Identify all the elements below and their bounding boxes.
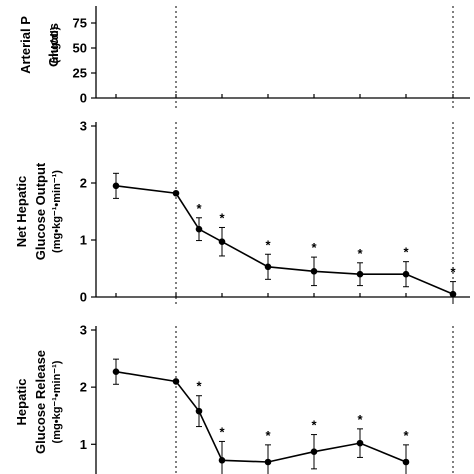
- y-tick-label: 25: [73, 66, 87, 81]
- significance-marker: *: [403, 428, 409, 443]
- y-tick-label: 1: [80, 437, 87, 452]
- y-tick-label: 3: [80, 119, 87, 134]
- axis-title-line: Glucose Release: [33, 350, 48, 454]
- y-tick-label: 50: [73, 41, 87, 56]
- y-tick-label: 75: [73, 16, 87, 31]
- data-point: [112, 368, 120, 376]
- data-point: [264, 263, 272, 271]
- y-tick-label: 2: [80, 176, 87, 191]
- y-tick-label: 1: [80, 233, 87, 248]
- significance-marker: *: [219, 424, 225, 439]
- significance-marker: *: [265, 237, 271, 252]
- data-point: [264, 458, 272, 466]
- series-line: [115, 185, 454, 295]
- data-point: [356, 439, 364, 447]
- significance-marker: *: [357, 412, 363, 427]
- data-point: [195, 407, 203, 415]
- significance-marker: *: [311, 418, 317, 433]
- y-tick-label: 3: [80, 323, 87, 338]
- y-tick-label: 0: [80, 91, 87, 106]
- y-tick-label: 0: [80, 290, 87, 305]
- axis-title-line: Arterial P: [18, 16, 33, 74]
- significance-marker: *: [219, 210, 225, 225]
- data-point: [310, 448, 318, 456]
- panel-3: * * * * * * 1 2 3 Hepatic Glucose Release (mg•kg⁻¹•…: [14, 323, 454, 474]
- significance-marker: *: [265, 428, 271, 443]
- significance-marker: *: [311, 240, 317, 255]
- axis-title: Hepatic Glucose Release (mg•kg⁻¹•min⁻¹): [14, 350, 63, 454]
- data-point: [218, 238, 226, 246]
- data-point: [402, 270, 410, 278]
- panel-1: 0 25 50 75 Arterial P Glucos(mg/dl): [18, 6, 470, 108]
- series-line: [115, 370, 407, 463]
- significance-marker: *: [357, 246, 363, 261]
- axis-title-line: Hepatic: [14, 379, 29, 426]
- significance-marker: *: [403, 245, 409, 260]
- axis-unit: (mg•kg⁻¹•min⁻¹): [51, 360, 63, 443]
- axis-title: Arterial P Glucos(mg/dl): [18, 16, 61, 74]
- data-point: [195, 225, 203, 233]
- axis-title: Net Hepatic Glucose Output (mg•kg⁻¹•min⁻¹): [14, 162, 63, 260]
- data-point: [356, 270, 364, 278]
- significance-marker: *: [196, 379, 202, 394]
- axis-unit: (mg•kg⁻¹•min⁻¹): [51, 170, 63, 253]
- axis-title-line: Glucose Output: [33, 162, 48, 260]
- axis-title-line: Glucos: [46, 23, 61, 67]
- axis-unit: (mg/dl): [49, 26, 61, 63]
- axis-title-line: Net Hepatic: [14, 176, 29, 248]
- data-point: [112, 182, 120, 190]
- data-point: [402, 458, 410, 466]
- significance-marker: *: [196, 201, 202, 216]
- y-tick-label: 2: [80, 380, 87, 395]
- data-point: [218, 456, 226, 464]
- data-point: [310, 268, 318, 275]
